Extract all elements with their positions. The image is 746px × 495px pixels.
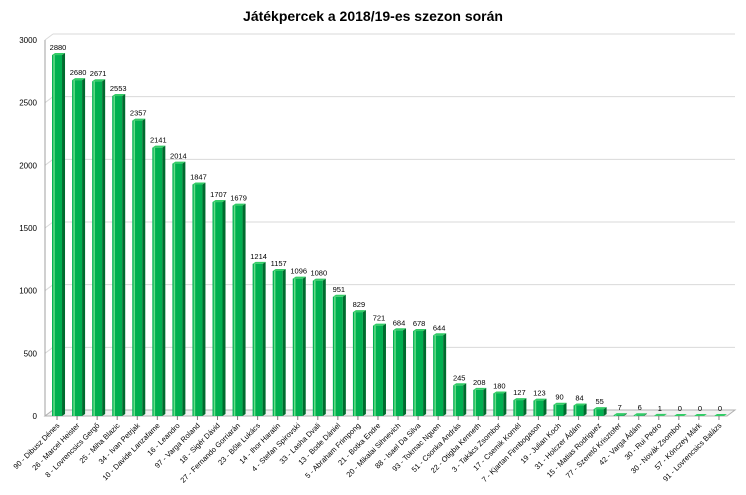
data-label: 127 <box>513 388 526 397</box>
data-label: 951 <box>333 285 346 294</box>
data-label: 2880 <box>50 43 67 52</box>
data-label: 208 <box>473 378 486 387</box>
data-label: 55 <box>595 397 603 406</box>
bar-side <box>122 94 125 416</box>
data-label: 1679 <box>230 194 247 203</box>
bar-side <box>243 204 246 416</box>
gridline-side <box>45 159 53 165</box>
data-label: 90 <box>555 393 563 402</box>
data-label: 1847 <box>190 173 207 182</box>
y-tick-label: 1500 <box>19 224 37 233</box>
data-label: 1 <box>658 404 662 413</box>
bar-side <box>423 329 426 416</box>
bar-side <box>162 146 165 416</box>
floor <box>45 410 735 416</box>
bar-side <box>463 383 466 416</box>
data-label: 180 <box>493 381 506 390</box>
y-tick-label: 2000 <box>19 161 37 170</box>
data-label: 2553 <box>110 84 127 93</box>
bar-side <box>82 78 85 416</box>
data-label: 1080 <box>310 269 327 278</box>
data-label: 6 <box>638 403 642 412</box>
bar-side <box>443 333 446 416</box>
bar-side <box>564 403 567 416</box>
data-label: 2014 <box>170 152 187 161</box>
data-label: 2671 <box>90 69 107 78</box>
bar-side <box>202 183 205 416</box>
gridline-side <box>45 285 53 291</box>
bar-side <box>383 324 386 416</box>
bar-side <box>543 399 546 416</box>
data-label: 1214 <box>250 252 267 261</box>
data-label: 0 <box>678 404 682 413</box>
data-label: 721 <box>373 314 386 323</box>
data-label: 245 <box>453 373 466 382</box>
bar-side <box>523 398 526 416</box>
bar-side <box>263 262 266 416</box>
data-label: 7 <box>618 403 622 412</box>
data-label: 0 <box>718 404 722 413</box>
gridline-side <box>45 347 53 353</box>
data-label: 829 <box>353 300 366 309</box>
bar-side <box>323 279 326 416</box>
data-label: 1096 <box>290 267 307 276</box>
bar-side <box>343 295 346 416</box>
data-label: 0 <box>698 404 702 413</box>
bar-side <box>483 388 486 416</box>
data-label: 2680 <box>70 68 87 77</box>
data-label: 1707 <box>210 190 227 199</box>
chart-title: Játékpercek a 2018/19-es szezon során <box>0 8 746 24</box>
y-tick-label: 3000 <box>19 36 37 45</box>
gridline-side <box>45 34 53 40</box>
gridline-side <box>45 222 53 228</box>
bar-side <box>142 119 145 416</box>
bar-side <box>223 200 226 416</box>
data-label: 123 <box>533 389 546 398</box>
bar-side <box>102 79 105 416</box>
bar-side <box>303 277 306 416</box>
gridline-side <box>45 97 53 103</box>
y-tick-label: 500 <box>24 349 38 358</box>
data-label: 684 <box>393 318 406 327</box>
bar-side <box>182 162 185 416</box>
y-tick-label: 1000 <box>19 287 37 296</box>
bar-side <box>62 53 65 416</box>
data-label: 2357 <box>130 109 147 118</box>
y-tick-label: 0 <box>33 412 38 421</box>
data-label: 1157 <box>271 259 287 268</box>
data-label: 84 <box>575 393 583 402</box>
data-label: 644 <box>433 323 446 332</box>
data-label: 678 <box>413 319 426 328</box>
bar-side <box>283 269 286 416</box>
data-label: 2141 <box>150 136 167 145</box>
bar-side <box>584 403 587 416</box>
bar-side <box>403 328 406 416</box>
bar-side <box>363 310 366 416</box>
bar-side <box>503 391 506 416</box>
y-tick-label: 2500 <box>19 99 37 108</box>
